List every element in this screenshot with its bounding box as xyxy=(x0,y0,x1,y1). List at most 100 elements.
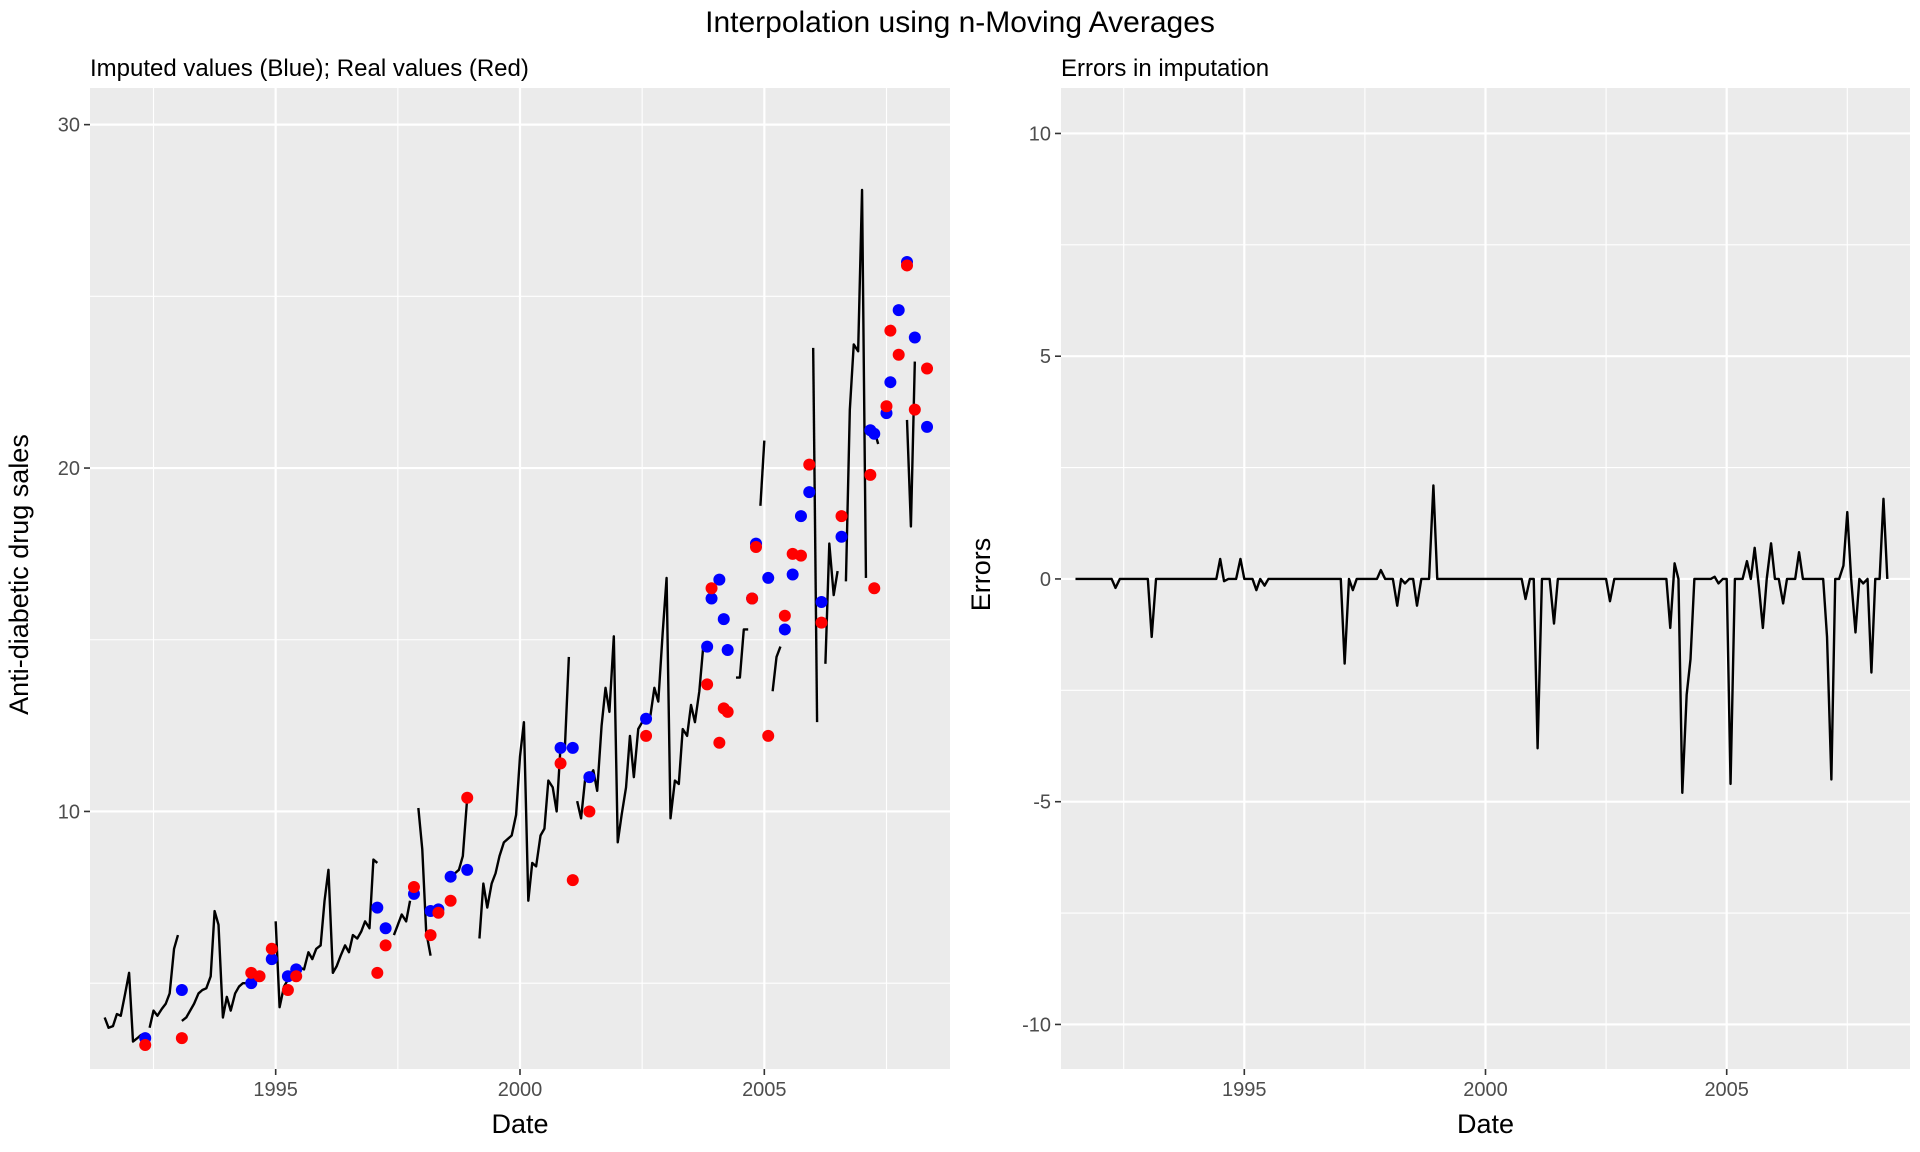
sales-imputed-values-point xyxy=(371,901,384,914)
sales-imputed-values-point xyxy=(762,571,775,584)
sales-imputed-values-point xyxy=(713,573,726,586)
sales-imputed-values-point xyxy=(868,427,881,440)
sales-real-values-point xyxy=(884,324,897,337)
sales-panel: Imputed values (Blue); Real values (Red)… xyxy=(4,55,950,1139)
sales-y-tick-label: 20 xyxy=(58,458,80,480)
sales-real-values-point xyxy=(139,1038,152,1051)
sales-real-values-point xyxy=(175,1032,188,1045)
sales-real-values-point xyxy=(835,510,848,523)
sales-imputed-values-point xyxy=(175,984,188,997)
sales-real-values-point xyxy=(265,942,278,955)
sales-real-values-point xyxy=(868,582,881,595)
sales-series-line xyxy=(454,797,469,875)
sales-imputed-values-point xyxy=(892,304,905,317)
sales-imputed-values-point xyxy=(815,595,828,608)
sales-real-values-point xyxy=(815,616,828,629)
errors-y-axis-title: Errors xyxy=(966,538,996,612)
sales-series-line xyxy=(392,900,412,936)
sales-imputed-values-point xyxy=(884,376,897,389)
sales-series-line xyxy=(274,921,289,1009)
sales-real-values-point xyxy=(908,403,921,416)
sales-real-values-point xyxy=(566,874,579,887)
sales-real-values-point xyxy=(778,609,791,622)
sales-imputed-values-point xyxy=(921,420,934,433)
errors-y-tick-label: 0 xyxy=(1040,569,1051,591)
sales-imputed-values-point xyxy=(786,568,799,581)
errors-panel: Errors in imputation 1995 2000 2005 -10 -5 0 5 1… xyxy=(966,55,1910,1139)
sales-series-line xyxy=(103,971,143,1043)
sales-imputed-values-point xyxy=(705,592,718,605)
sales-imputed-values-point xyxy=(835,530,848,543)
sales-imputed-values-point xyxy=(281,970,294,983)
errors-y-tick-label: -10 xyxy=(1022,1014,1051,1036)
sales-real-values-point xyxy=(583,805,596,818)
sales-real-values-point xyxy=(253,970,266,983)
sales-real-values-point xyxy=(721,705,734,718)
sales-real-values-point xyxy=(407,880,420,893)
sales-subtitle: Imputed values (Blue); Real values (Red) xyxy=(90,55,529,82)
sales-imputed-values-point xyxy=(794,510,807,523)
sales-series-line xyxy=(811,347,819,723)
errors-x-tick-label: 2005 xyxy=(1704,1079,1749,1101)
sales-y-tick-label: 10 xyxy=(58,801,80,823)
errors-x-axis-title: Date xyxy=(1457,1109,1514,1139)
sales-real-values-point xyxy=(750,541,763,554)
sales-x-tick-label: 1995 xyxy=(253,1079,298,1101)
sales-series-line xyxy=(181,909,248,1022)
sales-real-values-point xyxy=(281,984,294,997)
sales-real-values-point xyxy=(901,259,913,272)
sales-imputed-values-point xyxy=(245,977,258,990)
errors-x-tick-label: 2000 xyxy=(1463,1079,1508,1101)
sales-real-values-point xyxy=(705,582,718,595)
sales-y-axis-title: Anti-diabetic drug sales xyxy=(4,434,34,715)
sales-imputed-values-point xyxy=(583,771,596,784)
sales-real-values-point xyxy=(554,757,567,770)
sales-imputed-values-point xyxy=(265,953,278,966)
sales-real-values-point xyxy=(379,939,392,952)
sales-real-values-point xyxy=(794,549,807,562)
sales-series-line xyxy=(824,542,839,664)
sales-real-values-point xyxy=(461,791,474,804)
sales-imputed-values-point xyxy=(803,486,816,499)
sales-real-values-point xyxy=(921,362,934,375)
sales-series-line xyxy=(478,656,571,939)
sales-series-line xyxy=(771,646,782,692)
sales-imputed-values-point xyxy=(778,623,791,636)
sales-series-line xyxy=(299,858,379,975)
sales-real-values-point xyxy=(444,894,457,907)
main-title: Interpolation using n-Moving Averages xyxy=(705,6,1215,39)
sales-real-values-point xyxy=(746,592,759,605)
sales-real-values-point xyxy=(864,468,877,481)
errors-y-tick-label: 5 xyxy=(1040,346,1051,368)
errors-subtitle: Errors in imputation xyxy=(1061,55,1269,82)
sales-real-values-point xyxy=(713,736,726,749)
sales-real-values-point xyxy=(701,678,714,691)
errors-series-line xyxy=(1075,484,1889,794)
sales-imputed-values-point xyxy=(566,741,579,754)
sales-real-values-point xyxy=(640,729,653,742)
sales-series-line xyxy=(905,361,917,528)
sales-series-line xyxy=(417,807,432,956)
sales-imputed-values-point xyxy=(640,712,653,725)
sales-series-line xyxy=(575,576,705,844)
sales-imputed-values-point xyxy=(379,922,392,935)
sales-real-values-point xyxy=(880,400,893,413)
errors-x-tick-label: 1995 xyxy=(1222,1079,1267,1101)
errors-y-tick-label: -5 xyxy=(1033,792,1051,814)
sales-imputed-values-point xyxy=(908,331,921,344)
sales-real-values-point xyxy=(371,966,384,979)
sales-real-values-point xyxy=(424,929,437,942)
sales-imputed-values-point xyxy=(554,741,567,754)
errors-y-tick-label: 10 xyxy=(1029,123,1051,145)
sales-real-values-point xyxy=(432,906,445,919)
sales-series-line xyxy=(148,934,180,1029)
sales-x-tick-label: 2000 xyxy=(498,1079,543,1101)
sales-imputed-values-point xyxy=(461,863,474,876)
sales-series-line xyxy=(759,440,766,506)
sales-series-line xyxy=(844,188,868,582)
sales-imputed-values-point xyxy=(444,870,457,883)
sales-x-axis-title: Date xyxy=(491,1109,548,1139)
sales-imputed-values-point xyxy=(721,644,734,657)
sales-imputed-values-point xyxy=(701,640,714,653)
